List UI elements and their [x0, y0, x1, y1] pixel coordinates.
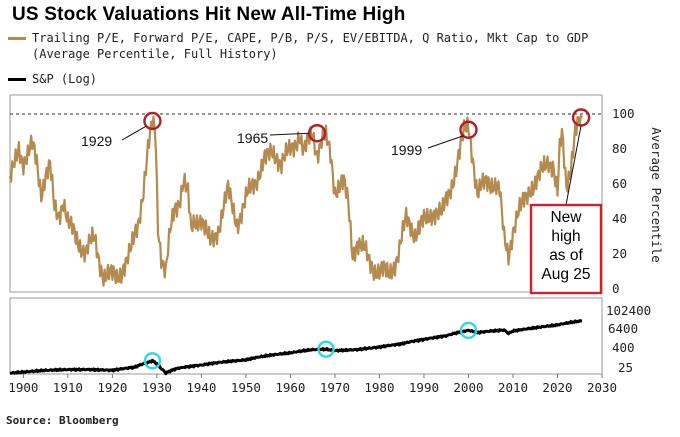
top-y-ticks: 100 80 60 40 20 0	[612, 106, 635, 296]
callout-line-3: as of	[549, 247, 583, 264]
chart-title: US Stock Valuations Hit New All-Time Hig…	[12, 4, 406, 25]
xtick-1920: 1920	[97, 380, 127, 395]
ytick-80: 80	[612, 141, 627, 156]
sp-circle-1968	[317, 340, 335, 358]
annotation-1929: 1929	[81, 133, 112, 149]
xtick-1990: 1990	[409, 380, 439, 395]
legend-sp-label: S&P (Log)	[32, 72, 98, 86]
callout-line-4: Aug 25	[541, 266, 590, 283]
callout-line-1: New	[550, 209, 582, 226]
ytick-25: 25	[618, 360, 633, 375]
peak-circle-1999	[459, 120, 478, 139]
ytick-60: 60	[612, 176, 627, 191]
new-high-callout-box	[529, 203, 603, 295]
xtick-2030: 2030	[587, 380, 617, 395]
source-note: Source: Bloomberg	[6, 414, 119, 427]
sp-circle-2000	[459, 321, 478, 340]
legend-valuation-sub: (Average Percentile, Full History)	[32, 47, 278, 61]
annotation-leader-1999	[427, 135, 464, 149]
ytick-100: 100	[612, 106, 635, 121]
bottom-panel-frame	[9, 297, 603, 375]
xtick-1910: 1910	[53, 380, 83, 395]
legend-valuation: Trailing P/E, Forward P/E, CAPE, P/B, P/…	[8, 31, 588, 45]
sp-highlight-circles	[143, 321, 478, 370]
legend-valuation-label: Trailing P/E, Forward P/E, CAPE, P/B, P/…	[32, 31, 589, 45]
xtick-1980: 1980	[364, 380, 394, 395]
ytick-400: 400	[612, 340, 635, 355]
xtick-2010: 2010	[498, 380, 528, 395]
annotation-leader-new-high	[565, 125, 582, 206]
legend-swatch-sp	[8, 78, 26, 81]
xtick-1960: 1960	[275, 380, 305, 395]
annotation-leader-1929	[121, 125, 147, 141]
ytick-102400: 102400	[606, 303, 651, 318]
legend-swatch-valuation	[8, 37, 26, 40]
peak-circle-1929	[143, 111, 162, 131]
ytick-20: 20	[612, 246, 627, 261]
bottom-y-ticks: 102400 6400 400 25	[606, 303, 651, 375]
ytick-6400: 6400	[608, 321, 638, 336]
xtick-1940: 1940	[186, 380, 216, 395]
top-panel-frame	[9, 94, 603, 293]
xtick-1970: 1970	[320, 380, 350, 395]
annotation-leader-1965	[269, 132, 310, 136]
xtick-2000: 2000	[453, 380, 483, 395]
callout-line-2: high	[551, 228, 580, 245]
sp-log-line	[9, 319, 583, 376]
xtick-1930: 1930	[142, 380, 172, 395]
annotation-1965: 1965	[237, 130, 268, 146]
legend-sp: S&P (Log)	[8, 72, 97, 86]
annotation-1999: 1999	[391, 142, 422, 158]
y-axis-label: Average Percentile	[649, 127, 664, 262]
ytick-40: 40	[612, 211, 627, 226]
valuation-percentile-line	[8, 114, 583, 287]
x-axis-ticks: 1900 1910 1920 1930 1940 1950 1960 1970 1980 1990…	[8, 374, 617, 395]
xtick-1950: 1950	[231, 380, 261, 395]
sp-circle-1929	[143, 352, 162, 370]
xtick-2020: 2020	[542, 380, 572, 395]
peak-circles	[143, 108, 591, 143]
ytick-0: 0	[612, 281, 620, 296]
xtick-1900: 1900	[8, 380, 38, 395]
